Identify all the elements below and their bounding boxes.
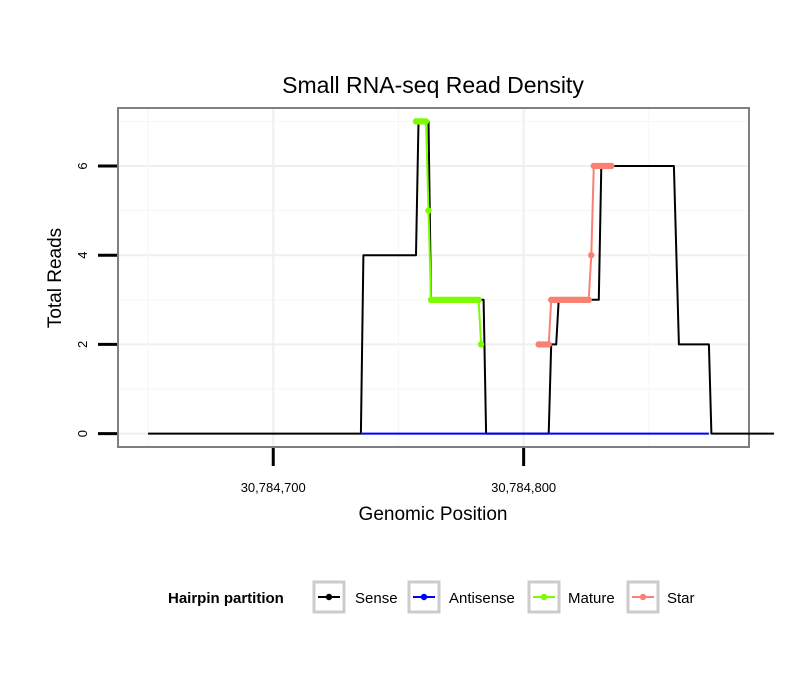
x-axis-title: Genomic Position [359,504,508,525]
y-axis-title: Total Reads [45,228,66,328]
x-tick-label-30784700: 30,784,700 [241,480,306,495]
series-point-mature [425,207,432,214]
legend-label-star: Star [667,590,695,607]
series-layer [148,118,774,435]
y-tick-label-2: 2 [75,341,90,348]
x-tick-label-30784800: 30,784,800 [491,480,556,495]
series-point-star [608,162,615,170]
series-point-star [585,296,592,304]
legend-item-mature: Mature [527,580,615,614]
legend-item-star: Star [626,580,695,614]
x-axis: 30,784,700 30,784,800 [241,448,556,495]
series-point-mature [477,341,485,348]
y-tick-label-0: 0 [75,430,90,437]
series-line-sense [148,120,774,435]
series-point-star [588,251,595,259]
y-tick-label-6: 6 [75,162,90,169]
legend-point-sense [325,593,333,601]
legend: Hairpin partition Sense Antisense Mature… [168,580,695,614]
series-point-mature [422,118,430,125]
legend-point-mature [540,593,548,601]
legend-label-mature: Mature [568,590,615,607]
legend-title: Hairpin partition [168,590,284,607]
legend-point-star [639,593,647,601]
chart-title: Small RNA-seq Read Density [282,72,584,98]
legend-label-sense: Sense [355,590,398,607]
legend-item-antisense: Antisense [407,580,515,614]
legend-item-sense: Sense [312,580,398,614]
series-point-mature [475,296,482,304]
y-axis: 0 2 4 6 [75,162,117,437]
series-point-star [545,341,552,348]
y-tick-label-4: 4 [75,252,90,259]
plot-panel [117,107,750,448]
legend-point-antisense [420,593,428,601]
legend-label-antisense: Antisense [449,590,515,607]
